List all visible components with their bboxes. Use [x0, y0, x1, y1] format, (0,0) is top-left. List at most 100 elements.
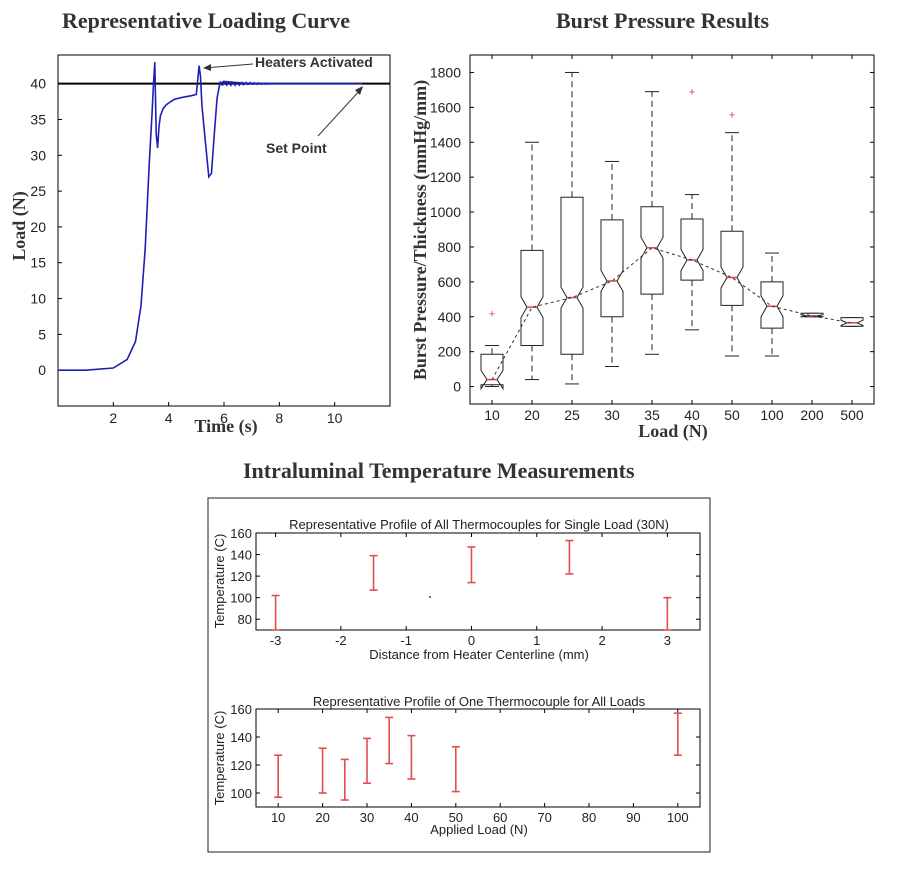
- y-tick-label: 40: [30, 76, 46, 92]
- notched-box: [640, 206, 664, 295]
- x-tick-label: 4: [165, 410, 173, 426]
- x-tick-label: 3: [664, 633, 671, 648]
- x-tick-label: 500: [840, 407, 864, 423]
- tload-x-label: Applied Load (N): [430, 822, 528, 837]
- box-30: [600, 160, 624, 367]
- box-100: [760, 252, 784, 357]
- x-tick-label: -2: [335, 633, 347, 648]
- error-bar: [363, 737, 371, 785]
- y-tick-label: 100: [230, 591, 252, 606]
- x-tick-label: 1: [533, 633, 540, 648]
- x-tick-label: 100: [760, 407, 784, 423]
- x-tick-label: 70: [537, 810, 551, 825]
- y-tick-label: 80: [238, 612, 252, 627]
- set-point-arrow: [317, 87, 363, 137]
- error-bar: [318, 747, 327, 794]
- x-tick-label: 30: [604, 407, 620, 423]
- x-tick-label: 0: [468, 633, 475, 648]
- x-tick-label: 10: [484, 407, 500, 423]
- burst-chart-title: Burst Pressure Results: [556, 8, 770, 33]
- y-tick-label: 0: [453, 379, 461, 395]
- loading-plot-area: [57, 54, 391, 407]
- y-tick-label: 800: [438, 239, 462, 255]
- tdist-x-label: Distance from Heater Centerline (mm): [369, 647, 589, 662]
- x-tick-label: 40: [404, 810, 418, 825]
- x-tick-label: 10: [271, 810, 285, 825]
- x-tick-label: -1: [400, 633, 412, 648]
- error-bar: [467, 546, 476, 584]
- error-bar: [369, 554, 378, 591]
- loading-chart: Time (s) Load (N) 2 4 6 8 10 0 5 10 15 20 25 30 35 40…: [9, 54, 391, 437]
- load-curve-oscillation: [219, 79, 285, 88]
- set-point-arrowhead: [355, 86, 363, 95]
- stray-dot: [429, 596, 431, 598]
- box-200: [800, 312, 824, 318]
- x-tick-label: 6: [220, 410, 228, 426]
- y-tick-label: 5: [38, 326, 46, 342]
- tdist-title: Representative Profile of All Thermocoup…: [289, 517, 669, 532]
- notched-box: [520, 249, 544, 346]
- y-tick-label: 20: [30, 219, 46, 235]
- x-tick-label: 2: [109, 410, 117, 426]
- heaters-activated-arrowhead: [203, 64, 211, 71]
- tdist-y-label: Temperature (C): [212, 534, 227, 629]
- x-tick-label: 40: [684, 407, 700, 423]
- x-tick-label: 8: [275, 410, 283, 426]
- median-trend-line: [491, 247, 853, 380]
- y-tick-label: 1200: [430, 169, 461, 185]
- tdist-plot-area: [255, 532, 701, 631]
- outlier-marker: +: [729, 109, 735, 121]
- error-bar: [274, 754, 283, 799]
- x-tick-label: -3: [270, 633, 282, 648]
- y-tick-label: 1000: [430, 204, 461, 220]
- notched-box: [480, 353, 504, 391]
- notched-box: [680, 218, 704, 281]
- x-tick-label: 10: [327, 410, 343, 426]
- error-bar: [663, 596, 672, 631]
- error-bar: [673, 712, 682, 757]
- box-50: +: [720, 109, 744, 357]
- box-500: [840, 317, 864, 327]
- x-tick-label: 50: [724, 407, 740, 423]
- x-tick-label: 20: [524, 407, 540, 423]
- y-tick-label: 140: [230, 730, 252, 745]
- box-10: +: [480, 308, 504, 391]
- outlier-marker: +: [489, 308, 495, 320]
- tload-y-label: Temperature (C): [212, 711, 227, 806]
- x-tick-label: 90: [626, 810, 640, 825]
- notched-box: [720, 230, 744, 306]
- y-tick-label: 400: [438, 309, 462, 325]
- burst-x-label: Load (N): [638, 421, 708, 442]
- tload-title: Representative Profile of One Thermocoup…: [313, 694, 646, 709]
- y-tick-label: 30: [30, 147, 46, 163]
- error-bar: [565, 539, 574, 575]
- x-tick-label: 20: [315, 810, 329, 825]
- temperature-panel-frame: [207, 497, 711, 853]
- y-tick-label: 35: [30, 111, 46, 127]
- x-tick-label: 50: [449, 810, 463, 825]
- error-bar: [385, 716, 394, 765]
- x-tick-label: 60: [493, 810, 507, 825]
- x-tick-label: 30: [360, 810, 374, 825]
- y-tick-label: 1800: [430, 64, 461, 80]
- temperature-distance-chart: Representative Profile of All Thermocoup…: [212, 517, 701, 662]
- notched-box: [800, 312, 824, 318]
- y-tick-label: 25: [30, 183, 46, 199]
- load-curve: [58, 62, 363, 371]
- x-tick-label: 200: [800, 407, 824, 423]
- tload-plot-area: [255, 708, 701, 808]
- y-tick-label: 1400: [430, 134, 461, 150]
- x-tick-label: 80: [582, 810, 596, 825]
- y-tick-label: 160: [230, 702, 252, 717]
- error-bar: [407, 734, 416, 780]
- y-tick-label: 120: [230, 569, 252, 584]
- box-20: [520, 141, 544, 381]
- burst-chart: Load (N) Burst Pressure/Thickness (mmHg/…: [410, 54, 875, 442]
- y-tick-label: 10: [30, 291, 46, 307]
- burst-plot-area: [469, 54, 875, 405]
- y-tick-label: 100: [230, 786, 252, 801]
- error-bar: [340, 758, 349, 801]
- y-tick-label: 200: [438, 344, 462, 360]
- loading-x-label: Time (s): [194, 416, 257, 437]
